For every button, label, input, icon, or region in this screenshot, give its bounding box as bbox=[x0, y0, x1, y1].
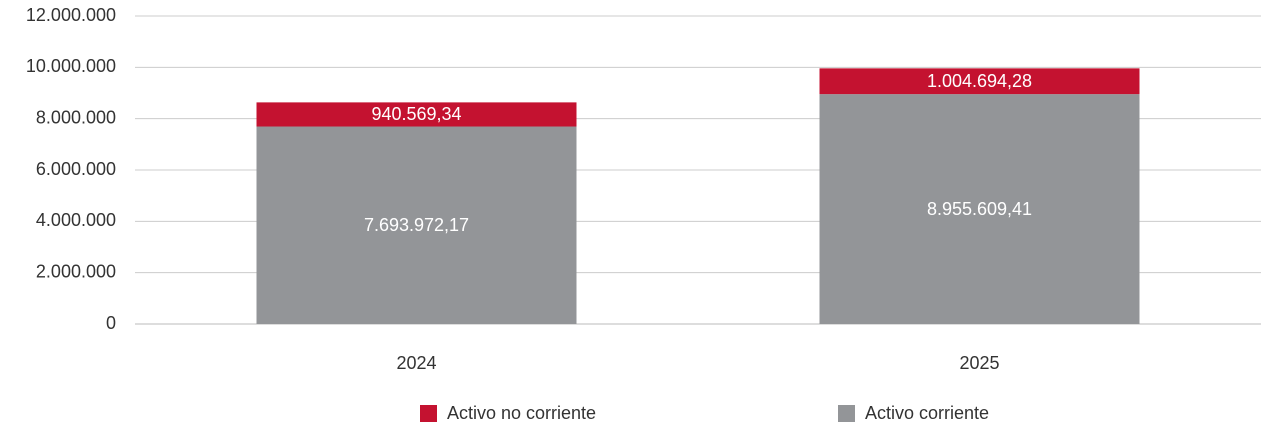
value-label: 7.693.972,17 bbox=[364, 215, 469, 235]
bar-segment bbox=[256, 126, 577, 324]
y-tick-label: 8.000.000 bbox=[36, 107, 116, 127]
y-tick-label: 6.000.000 bbox=[36, 159, 116, 179]
y-tick-label: 4.000.000 bbox=[36, 210, 116, 230]
value-label: 8.955.609,41 bbox=[927, 199, 1032, 219]
legend-label: Activo no corriente bbox=[447, 403, 596, 423]
legend-swatch bbox=[838, 405, 855, 422]
y-tick-label: 0 bbox=[106, 313, 116, 333]
value-label: 940.569,34 bbox=[371, 104, 461, 124]
legend-swatch bbox=[420, 405, 437, 422]
x-tick-label: 2025 bbox=[959, 353, 999, 373]
bar-segment bbox=[256, 102, 577, 127]
y-tick-label: 12.000.000 bbox=[26, 5, 116, 25]
bar-segment bbox=[819, 94, 1140, 324]
legend-label: Activo corriente bbox=[865, 403, 989, 423]
x-tick-label: 2024 bbox=[396, 353, 436, 373]
y-tick-label: 10.000.000 bbox=[26, 56, 116, 76]
value-label: 1.004.694,28 bbox=[927, 71, 1032, 91]
bar-segment bbox=[819, 68, 1140, 95]
y-tick-label: 2.000.000 bbox=[36, 261, 116, 281]
